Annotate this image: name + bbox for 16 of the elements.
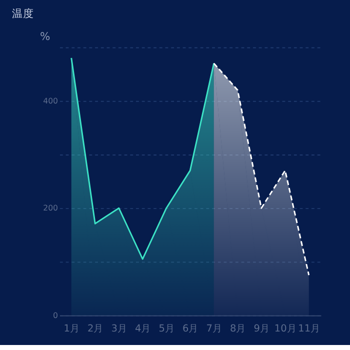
x-tick-label: 4月 [134,323,152,334]
y-tick-label: 400 [43,96,58,106]
x-tick-label: 7月 [206,323,222,334]
x-tick-label: 2月 [87,323,104,334]
x-tick-label: 8月 [230,323,246,334]
x-tick-label: 6月 [182,323,199,334]
y-tick-label: 0 [53,310,58,320]
y-tick-label: 200 [43,204,58,213]
y-axis-title: % [40,30,50,43]
x-tick-label: 3月 [111,323,128,334]
x-tick-label: 5月 [158,323,175,334]
x-tick-label: 1月 [64,323,80,334]
chart-title: 温度 [12,7,34,20]
x-tick-label: 10月 [274,323,297,334]
x-tick-label: 9月 [254,323,270,334]
x-tick-label: 11月 [298,323,321,334]
